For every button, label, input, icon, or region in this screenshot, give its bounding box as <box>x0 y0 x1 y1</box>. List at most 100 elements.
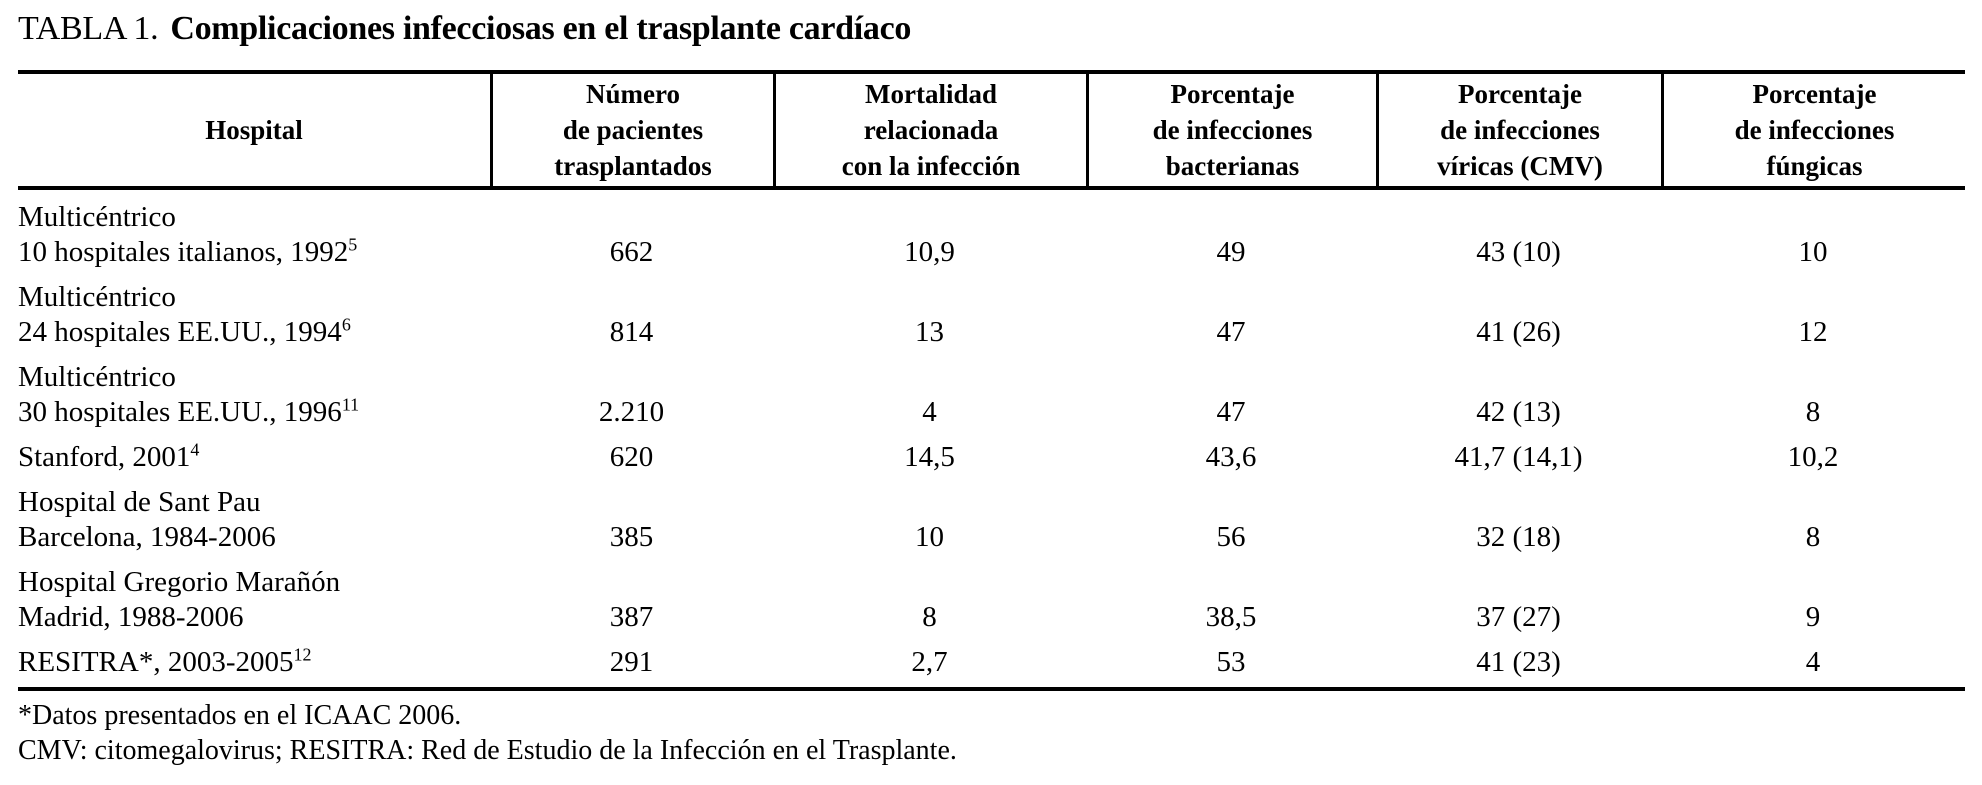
header-line: Mortalidad <box>865 79 997 109</box>
cell-mortalidad: 14,5 <box>904 441 955 473</box>
hospital-name: 24 hospitales EE.UU., 1994 <box>18 316 342 348</box>
header-line: Hospital <box>205 115 303 145</box>
hospital-line2: Madrid, 1988-2006 <box>18 600 490 635</box>
table-title-text: Complicaciones infecciosas en el traspla… <box>170 10 912 47</box>
table: Hospital Número de pacientes trasplantad… <box>18 70 1965 691</box>
cell-bacterianas: 49 <box>1216 236 1246 268</box>
hospital-line2: RESITRA*, 2003-200512 <box>18 645 490 680</box>
cell-pacientes: 387 <box>609 601 654 633</box>
hospital-name: 30 hospitales EE.UU., 1996 <box>18 396 342 428</box>
hospital-name: Madrid, 1988-2006 <box>18 601 244 633</box>
column-header-mortalidad: Mortalidad relacionada con la infección <box>773 74 1086 186</box>
reference-superscript: 11 <box>341 394 360 415</box>
cell-viricas: 42 (13) <box>1476 396 1561 428</box>
cell-pacientes: 662 <box>609 236 654 268</box>
column-header-hospital: Hospital <box>18 74 490 186</box>
cell-pacientes: 2.210 <box>598 396 665 428</box>
cell-fungicas: 10,2 <box>1787 441 1839 473</box>
header-line: de infecciones <box>1440 115 1600 145</box>
cell-pacientes: 620 <box>609 441 654 473</box>
cell-bacterianas: 53 <box>1216 646 1246 678</box>
top-rule <box>18 70 1965 74</box>
hospital-name: Barcelona, 1984-2006 <box>18 521 276 553</box>
column-header-fungicas: Porcentaje de infecciones fúngicas <box>1661 74 1965 186</box>
cell-fungicas: 9 <box>1805 601 1821 633</box>
cell-fungicas: 10 <box>1798 236 1828 268</box>
header-line: bacterianas <box>1165 151 1300 181</box>
header-line: de infecciones <box>1152 115 1313 145</box>
cell-mortalidad: 2,7 <box>911 646 948 678</box>
table-number-label: TABLA 1. <box>18 10 159 47</box>
hospital-line2: 10 hospitales italianos, 19925 <box>18 235 490 270</box>
cell-mortalidad: 4 <box>922 396 937 428</box>
hospital-cell: Hospital Gregorio Marañón Madrid, 1988-2… <box>18 565 490 635</box>
hospital-line1: Multicéntrico <box>18 281 176 313</box>
header-rule <box>18 186 1965 190</box>
hospital-cell: Multicéntrico 24 hospitales EE.UU., 1994… <box>18 280 490 350</box>
table-body: Multicéntrico 10 hospitales italianos, 1… <box>18 190 1965 680</box>
reference-superscript: 12 <box>293 644 312 665</box>
reference-superscript: 6 <box>341 314 351 335</box>
cell-bacterianas: 56 <box>1216 521 1246 553</box>
cell-mortalidad: 8 <box>922 601 937 633</box>
hospital-cell: Hospital de Sant Pau Barcelona, 1984-200… <box>18 485 490 555</box>
table-row: Multicéntrico 10 hospitales italianos, 1… <box>18 190 1965 270</box>
cell-bacterianas: 47 <box>1216 396 1246 428</box>
hospital-cell: Stanford, 20014 <box>18 440 490 475</box>
header-line: fúngicas <box>1766 151 1863 181</box>
hospital-name: Stanford, 2001 <box>18 441 191 473</box>
cell-mortalidad: 13 <box>915 316 944 348</box>
cell-pacientes: 814 <box>609 316 654 348</box>
cell-bacterianas: 47 <box>1216 316 1246 348</box>
hospital-cell: Multicéntrico 30 hospitales EE.UU., 1996… <box>18 360 490 430</box>
header-line: Porcentaje <box>1752 79 1877 109</box>
table-header: Hospital Número de pacientes trasplantad… <box>18 74 1965 186</box>
header-line: de pacientes <box>562 115 704 145</box>
cell-viricas: 43 (10) <box>1476 236 1561 268</box>
table-row: Stanford, 20014 620 14,5 43,6 41,7 (14,1… <box>18 430 1965 475</box>
table-row: Hospital Gregorio Marañón Madrid, 1988-2… <box>18 555 1965 635</box>
cell-fungicas: 8 <box>1805 396 1821 428</box>
cell-bacterianas: 38,5 <box>1205 601 1257 633</box>
column-header-bacterianas: Porcentaje de infecciones bacterianas <box>1086 74 1376 186</box>
cell-fungicas: 4 <box>1805 646 1821 678</box>
hospital-line2: 30 hospitales EE.UU., 199611 <box>18 395 490 430</box>
hospital-name: RESITRA*, 2003-2005 <box>18 646 294 678</box>
table-row: Multicéntrico 24 hospitales EE.UU., 1994… <box>18 270 1965 350</box>
cell-mortalidad: 10,9 <box>904 236 955 268</box>
table-row: Multicéntrico 30 hospitales EE.UU., 1996… <box>18 350 1965 430</box>
cell-pacientes: 385 <box>609 521 654 553</box>
hospital-line2: Barcelona, 1984-2006 <box>18 520 490 555</box>
column-header-pacientes: Número de pacientes trasplantados <box>490 74 773 186</box>
table-row: RESITRA*, 2003-200512 291 2,7 53 41 (23)… <box>18 635 1965 680</box>
hospital-line1: Hospital Gregorio Marañón <box>18 566 341 598</box>
hospital-line2: 24 hospitales EE.UU., 19946 <box>18 315 490 350</box>
cell-fungicas: 8 <box>1805 521 1821 553</box>
reference-superscript: 5 <box>348 234 358 255</box>
cell-fungicas: 12 <box>1798 316 1828 348</box>
cell-mortalidad: 10 <box>915 521 944 553</box>
column-header-viricas: Porcentaje de infecciones víricas (CMV) <box>1376 74 1661 186</box>
cell-pacientes: 291 <box>609 646 654 678</box>
header-line: víricas (CMV) <box>1437 151 1603 181</box>
table-row: Hospital de Sant Pau Barcelona, 1984-200… <box>18 475 1965 555</box>
header-line: con la infección <box>841 151 1021 181</box>
table-title: TABLA 1. Complicaciones infecciosas en el… <box>18 8 911 50</box>
hospital-line2: Stanford, 20014 <box>18 440 490 475</box>
cell-viricas: 41,7 (14,1) <box>1454 441 1583 473</box>
hospital-line1: Hospital de Sant Pau <box>18 486 261 518</box>
cell-viricas: 37 (27) <box>1476 601 1561 633</box>
hospital-cell: Multicéntrico 10 hospitales italianos, 1… <box>18 200 490 270</box>
cell-viricas: 41 (23) <box>1476 646 1561 678</box>
header-line: relacionada <box>863 115 999 145</box>
header-line: Número <box>586 79 680 109</box>
footnote-line: CMV: citomegalovirus; RESITRA: Red de Es… <box>18 735 957 766</box>
header-line: trasplantados <box>554 151 712 181</box>
header-line: de infecciones <box>1734 115 1895 145</box>
footnotes: *Datos presentados en el ICAAC 2006. CMV… <box>18 698 957 768</box>
cell-viricas: 41 (26) <box>1476 316 1561 348</box>
footnote-line: *Datos presentados en el ICAAC 2006. <box>18 700 462 731</box>
hospital-name: 10 hospitales italianos, 1992 <box>18 236 349 268</box>
header-line: Porcentaje <box>1458 79 1582 109</box>
